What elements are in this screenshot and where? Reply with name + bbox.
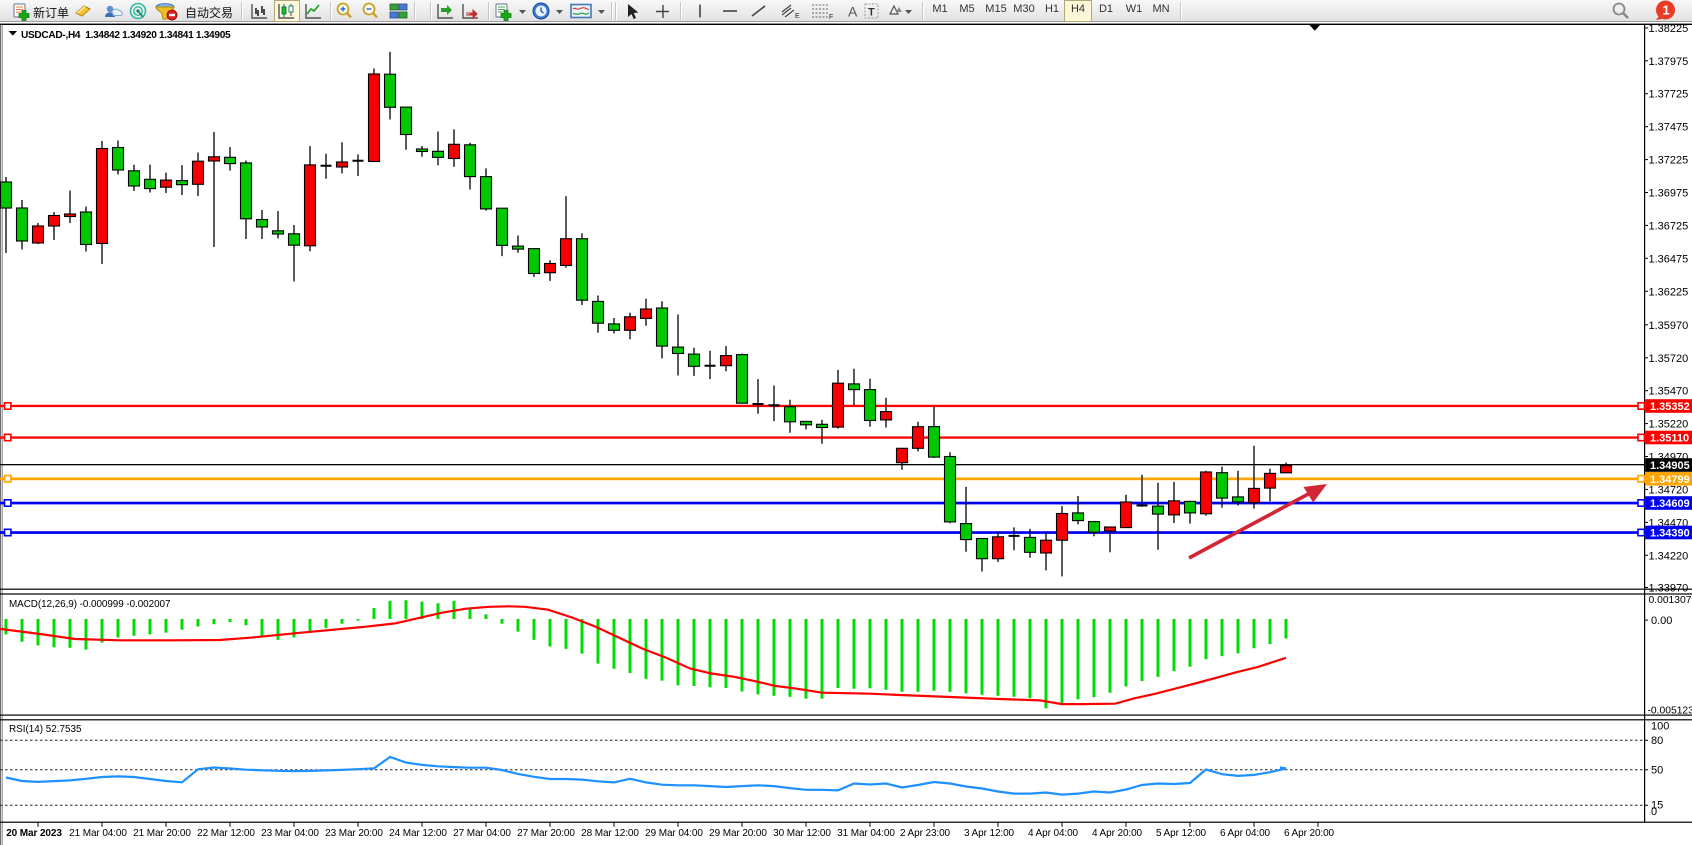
svg-text:1.35110: 1.35110 [1650,433,1689,445]
svg-text:50: 50 [1651,765,1663,777]
svg-text:27 Mar 20:00: 27 Mar 20:00 [517,828,575,839]
svg-text:1.36475: 1.36475 [1649,253,1689,265]
svg-text:1: 1 [1663,3,1670,18]
svg-text:1.34609: 1.34609 [1650,498,1690,510]
svg-text:RSI(14) 52.7535: RSI(14) 52.7535 [9,724,82,735]
svg-text:31 Mar 04:00: 31 Mar 04:00 [837,828,895,839]
svg-text:24 Mar 12:00: 24 Mar 12:00 [389,828,447,839]
svg-text:23 Mar 04:00: 23 Mar 04:00 [261,828,319,839]
svg-text:1.37225: 1.37225 [1649,155,1689,167]
svg-text:1.35970: 1.35970 [1649,320,1689,332]
svg-text:30 Mar 12:00: 30 Mar 12:00 [773,828,831,839]
svg-text:1.38225: 1.38225 [1649,23,1689,35]
svg-text:1.34905: 1.34905 [1650,460,1690,472]
svg-text:1.35352: 1.35352 [1650,401,1690,413]
svg-text:28 Mar 12:00: 28 Mar 12:00 [581,828,639,839]
svg-text:1.35470: 1.35470 [1649,386,1689,398]
svg-text:1.34799: 1.34799 [1650,474,1690,486]
svg-text:0.00: 0.00 [1651,615,1672,627]
svg-text:6 Apr 04:00: 6 Apr 04:00 [1220,828,1271,839]
svg-text:21 Mar 04:00: 21 Mar 04:00 [69,828,127,839]
svg-text:1.36725: 1.36725 [1649,220,1689,232]
svg-text:3 Apr 12:00: 3 Apr 12:00 [964,828,1015,839]
svg-text:1.34720: 1.34720 [1649,484,1689,496]
svg-text:1.35720: 1.35720 [1649,353,1689,365]
svg-text:5 Apr 12:00: 5 Apr 12:00 [1156,828,1207,839]
svg-text:E: E [795,13,800,20]
svg-text:1.37975: 1.37975 [1649,56,1689,68]
svg-text:0.001307: 0.001307 [1649,595,1692,606]
svg-text:1.37725: 1.37725 [1649,89,1689,101]
svg-text:0: 0 [1651,806,1657,818]
svg-text:2 Apr 23:00: 2 Apr 23:00 [900,828,951,839]
svg-text:MACD(12,26,9) -0.000999 -0.002: MACD(12,26,9) -0.000999 -0.002007 [9,599,170,610]
svg-text:29 Mar 04:00: 29 Mar 04:00 [645,828,703,839]
svg-text:1.33970: 1.33970 [1649,583,1689,595]
svg-text:80: 80 [1651,735,1663,747]
svg-text:15: 15 [1651,800,1663,812]
svg-text:4 Apr 04:00: 4 Apr 04:00 [1028,828,1079,839]
svg-text:23 Mar 20:00: 23 Mar 20:00 [325,828,383,839]
svg-text:T: T [868,7,875,19]
svg-text:1.37475: 1.37475 [1649,122,1689,134]
svg-text:20 Mar 2023: 20 Mar 2023 [6,828,62,839]
svg-text:USDCAD-,H4 1.34842 1.34920 1.: USDCAD-,H4 1.34842 1.34920 1.34841 1.349… [21,30,231,41]
svg-text:29 Mar 20:00: 29 Mar 20:00 [709,828,767,839]
svg-text:1.36975: 1.36975 [1649,188,1689,200]
svg-text:21 Mar 20:00: 21 Mar 20:00 [133,828,191,839]
svg-text:1.36225: 1.36225 [1649,286,1689,298]
svg-text:6 Apr 20:00: 6 Apr 20:00 [1284,828,1335,839]
svg-text:22 Mar 12:00: 22 Mar 12:00 [197,828,255,839]
svg-text:1.34220: 1.34220 [1649,550,1689,562]
svg-text:-0.005123: -0.005123 [1648,706,1692,717]
svg-text:1.34390: 1.34390 [1650,528,1690,540]
svg-text:27 Mar 04:00: 27 Mar 04:00 [453,828,511,839]
svg-text:A: A [848,4,858,20]
svg-text:100: 100 [1651,721,1669,733]
svg-text:1.35220: 1.35220 [1649,419,1689,431]
svg-text:4 Apr 20:00: 4 Apr 20:00 [1092,828,1143,839]
svg-text:F: F [829,14,833,21]
